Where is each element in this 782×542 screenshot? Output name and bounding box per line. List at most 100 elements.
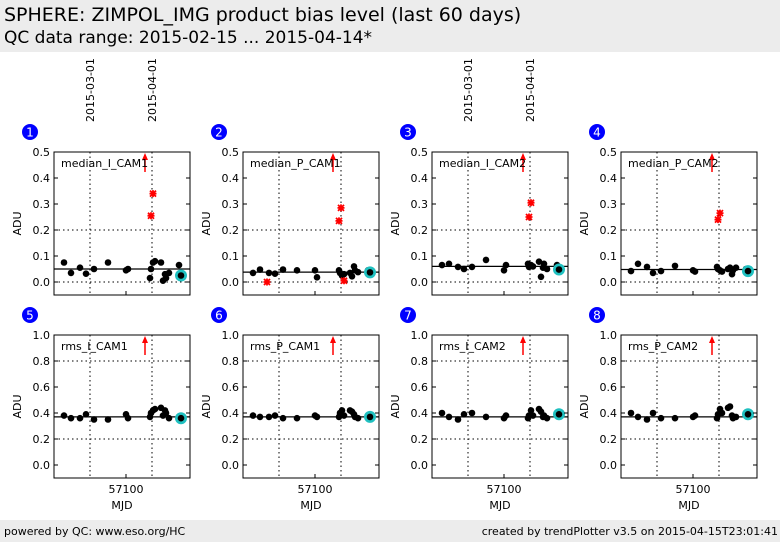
date-marker-label: 2015-03-01 bbox=[462, 58, 475, 122]
data-point bbox=[177, 272, 185, 279]
y-tick-label: 0.4 bbox=[600, 172, 618, 185]
data-point bbox=[124, 414, 132, 422]
y-tick-label: 0.6 bbox=[600, 381, 618, 394]
panel-number-badge bbox=[400, 307, 416, 323]
data-point bbox=[151, 405, 159, 413]
data-point bbox=[502, 412, 510, 419]
y-tick-label: 0.5 bbox=[411, 146, 429, 159]
data-point bbox=[691, 412, 699, 419]
data-point bbox=[744, 267, 752, 275]
data-point bbox=[718, 268, 726, 275]
plot-frame bbox=[431, 151, 569, 296]
panel-6: 6 rms_P_CAM1 0.0 0.2 0.4 0.6 0.8 1.0 ADU 57100 MJD bbox=[200, 307, 380, 512]
panel-number-badge bbox=[22, 307, 38, 323]
data-point bbox=[438, 261, 446, 269]
panel-number: 8 bbox=[593, 309, 601, 323]
plot-frame bbox=[53, 334, 191, 479]
data-point bbox=[529, 263, 537, 270]
date-marker-label: 2015-04-01 bbox=[146, 58, 159, 122]
data-point bbox=[502, 261, 510, 269]
y-tick-label: 0.4 bbox=[33, 172, 51, 185]
panel-title: median_P_CAM1 bbox=[250, 157, 341, 170]
panel-number-badge bbox=[589, 124, 605, 140]
y-axis-label: ADU bbox=[11, 394, 24, 418]
y-tick-label: 0.8 bbox=[222, 355, 240, 368]
panel-title: median_P_CAM2 bbox=[628, 157, 719, 170]
footer-powered-by[interactable]: powered by QC: www.eso.org/HC bbox=[4, 525, 186, 538]
off-scale-arrowhead bbox=[142, 153, 148, 160]
x-tick-label: 57100 bbox=[298, 483, 333, 496]
outlier-point bbox=[147, 212, 155, 220]
outlier-point bbox=[263, 278, 271, 286]
data-point bbox=[445, 260, 453, 268]
data-point bbox=[265, 413, 273, 421]
y-axis-label: ADU bbox=[578, 394, 591, 418]
data-point bbox=[175, 261, 183, 269]
data-point bbox=[151, 257, 159, 265]
data-point bbox=[340, 270, 348, 278]
y-axis-label: ADU bbox=[200, 394, 213, 418]
data-point bbox=[627, 267, 635, 275]
y-tick-label: 0.0 bbox=[600, 276, 618, 289]
footer-created-by: created by trendPlotter v3.5 on 2015-04-… bbox=[481, 525, 778, 538]
y-tick-label: 0.6 bbox=[33, 381, 51, 394]
y-tick-label: 0.0 bbox=[600, 459, 618, 472]
panel-number-badge bbox=[589, 307, 605, 323]
y-tick-label: 0.4 bbox=[222, 172, 240, 185]
y-tick-label: 0.5 bbox=[600, 146, 618, 159]
y-tick-label: 0.4 bbox=[33, 407, 51, 420]
data-point bbox=[535, 258, 543, 266]
data-point bbox=[649, 269, 657, 277]
y-tick-label: 0.0 bbox=[222, 276, 240, 289]
y-tick-label: 0.0 bbox=[33, 459, 51, 472]
panel-8: 8 rms_P_CAM2 0.0 0.2 0.4 0.6 0.8 1.0 ADU 57100 MJD bbox=[578, 307, 758, 512]
data-point bbox=[366, 269, 374, 276]
data-point bbox=[460, 411, 468, 418]
panel-5: 5 rms_I_CAM1 0.0 0.2 0.4 0.6 0.8 1.0 ADU 57100 MJD bbox=[11, 307, 191, 512]
y-tick-label: 0.8 bbox=[33, 355, 51, 368]
panel-7: 7 rms_I_CAM2 0.0 0.2 0.4 0.6 0.8 1.0 ADU 57100 MJD bbox=[389, 307, 569, 512]
data-point bbox=[340, 412, 348, 419]
data-point bbox=[162, 274, 170, 282]
y-tick-label: 1.0 bbox=[411, 329, 429, 342]
data-point bbox=[104, 416, 112, 423]
data-point bbox=[177, 414, 185, 422]
y-tick-label: 0.3 bbox=[33, 198, 51, 211]
data-point bbox=[732, 413, 740, 421]
data-point bbox=[543, 414, 551, 422]
data-point bbox=[657, 414, 665, 422]
data-point bbox=[256, 413, 264, 421]
page-subtitle: QC data range: 2015-02-15 ... 2015-04-14… bbox=[4, 28, 373, 48]
panel-number: 2 bbox=[215, 126, 223, 140]
data-point bbox=[256, 266, 264, 273]
y-axis-label: ADU bbox=[200, 211, 213, 235]
data-point bbox=[271, 412, 279, 419]
data-point bbox=[293, 414, 301, 422]
off-scale-arrowhead bbox=[142, 336, 148, 343]
data-point bbox=[649, 409, 657, 417]
data-point bbox=[718, 409, 726, 417]
data-point bbox=[671, 262, 679, 270]
data-point bbox=[165, 269, 173, 277]
y-tick-label: 0.2 bbox=[600, 224, 618, 237]
y-tick-label: 1.0 bbox=[33, 329, 51, 342]
panel-number: 1 bbox=[26, 126, 34, 140]
data-point bbox=[146, 274, 154, 282]
data-point bbox=[438, 409, 446, 417]
off-scale-arrowhead bbox=[330, 153, 336, 160]
plot-frame bbox=[53, 151, 191, 296]
panel-title: rms_P_CAM2 bbox=[628, 340, 698, 353]
outlier-point bbox=[340, 277, 348, 285]
data-point bbox=[543, 265, 551, 273]
y-tick-label: 0.1 bbox=[411, 250, 429, 263]
panel-2: 2 median_P_CAM1 0.0 0.1 0.2 0.3 0.4 0.5 ADU bbox=[200, 124, 380, 296]
plot-frame bbox=[431, 334, 569, 479]
page-header: SPHERE: ZIMPOL_IMG product bias level (l… bbox=[0, 0, 780, 52]
y-tick-label: 0.4 bbox=[411, 407, 429, 420]
panel-title: median_I_CAM1 bbox=[61, 157, 148, 170]
data-point bbox=[338, 407, 346, 414]
y-tick-label: 0.8 bbox=[411, 355, 429, 368]
data-point bbox=[313, 274, 321, 281]
data-point bbox=[67, 414, 75, 422]
